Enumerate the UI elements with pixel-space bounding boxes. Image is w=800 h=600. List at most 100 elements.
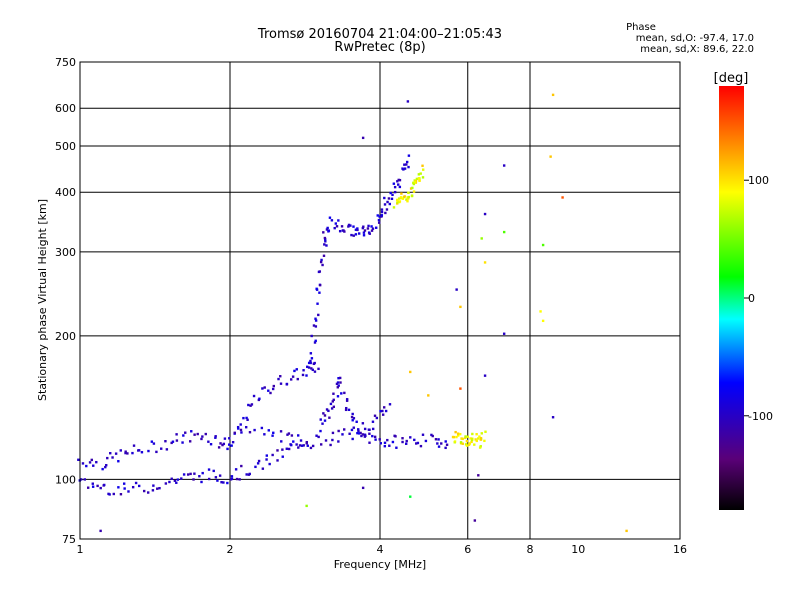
- echo-point: [467, 443, 471, 446]
- y-tick-label: 750: [55, 56, 76, 69]
- echo-point: [386, 200, 389, 204]
- echo-point: [168, 480, 171, 484]
- echo-point: [479, 438, 483, 441]
- echo-point: [83, 478, 86, 481]
- echo-point: [453, 440, 457, 443]
- echo-point: [230, 477, 234, 481]
- echo-point: [341, 433, 344, 436]
- echo-point: [134, 481, 138, 485]
- echo-point: [147, 449, 150, 453]
- echo-point: [293, 369, 296, 373]
- echo-point: [334, 222, 338, 225]
- echo-point: [321, 422, 324, 425]
- echo-point: [349, 224, 352, 227]
- echo-point: [409, 187, 413, 190]
- echo-point: [370, 229, 374, 232]
- echo-point: [306, 444, 309, 447]
- echo-point: [347, 408, 351, 412]
- echo-point: [119, 493, 123, 496]
- echo-point: [455, 435, 458, 439]
- echo-point: [483, 261, 487, 264]
- echo-point: [331, 400, 335, 403]
- echo-point: [322, 254, 326, 257]
- echo-point: [502, 230, 506, 234]
- echo-point: [330, 219, 334, 222]
- echo-point: [483, 374, 487, 377]
- echo-point: [405, 160, 409, 164]
- echo-point: [421, 164, 424, 167]
- echo-point: [415, 177, 419, 181]
- echo-point: [309, 352, 313, 355]
- echo-point: [477, 474, 480, 477]
- echo-point: [314, 339, 317, 343]
- echo-point: [561, 196, 564, 199]
- echo-point: [108, 493, 111, 496]
- echo-point: [398, 178, 402, 182]
- echo-point: [371, 420, 375, 423]
- echo-point: [409, 495, 412, 498]
- y-tick-label: 100: [55, 473, 76, 486]
- echo-point: [403, 167, 407, 170]
- echo-point: [384, 409, 388, 413]
- echo-point: [464, 443, 468, 446]
- echo-point: [381, 413, 385, 416]
- echo-point: [370, 225, 373, 228]
- echo-point: [470, 440, 473, 444]
- echo-point: [328, 216, 332, 219]
- echo-point: [88, 461, 92, 464]
- echo-point: [362, 225, 365, 228]
- echo-point: [419, 444, 423, 448]
- echo-point: [401, 197, 405, 200]
- echo-point: [247, 403, 250, 407]
- echo-point: [263, 386, 266, 389]
- echo-point: [345, 399, 349, 402]
- echo-point: [156, 487, 159, 490]
- echo-point: [122, 482, 126, 485]
- echo-point: [397, 197, 401, 200]
- echo-point: [217, 446, 221, 449]
- echo-point: [388, 444, 391, 447]
- echo-point: [261, 387, 264, 390]
- echo-point: [361, 433, 365, 436]
- y-tick-label: 500: [55, 140, 76, 153]
- echo-point: [383, 441, 387, 445]
- echo-point: [476, 437, 480, 440]
- echo-point: [461, 437, 464, 441]
- echo-point: [227, 443, 231, 446]
- echo-point: [248, 431, 252, 434]
- echo-point: [150, 440, 154, 443]
- echo-point: [400, 192, 403, 195]
- echo-point: [437, 445, 441, 448]
- colorbar-tick-label: 100: [748, 174, 769, 187]
- echo-point: [332, 405, 336, 408]
- echo-point: [468, 442, 471, 445]
- echo-point: [289, 378, 293, 381]
- echo-point: [398, 185, 402, 189]
- echo-point: [413, 180, 416, 184]
- echo-point: [464, 435, 467, 438]
- echo-point: [276, 459, 279, 462]
- echo-point: [285, 383, 289, 386]
- echo-point: [240, 431, 243, 434]
- echo-point: [184, 431, 187, 434]
- echo-point: [480, 237, 483, 240]
- plot-frame: [79, 61, 681, 540]
- echo-point: [238, 478, 241, 481]
- echo-point: [109, 452, 112, 455]
- echo-point: [249, 404, 252, 407]
- echo-point: [352, 426, 355, 429]
- echo-point: [265, 454, 269, 457]
- echo-point: [302, 444, 305, 447]
- echo-point: [356, 431, 359, 435]
- echo-point: [290, 434, 294, 437]
- echo-point: [401, 440, 404, 444]
- echo-point: [204, 432, 207, 436]
- echo-point: [454, 430, 457, 434]
- echo-point: [300, 444, 304, 447]
- echo-point: [160, 447, 163, 450]
- echo-point: [106, 456, 109, 460]
- echo-point: [331, 438, 334, 442]
- echo-point: [201, 435, 204, 438]
- echo-point: [380, 210, 384, 214]
